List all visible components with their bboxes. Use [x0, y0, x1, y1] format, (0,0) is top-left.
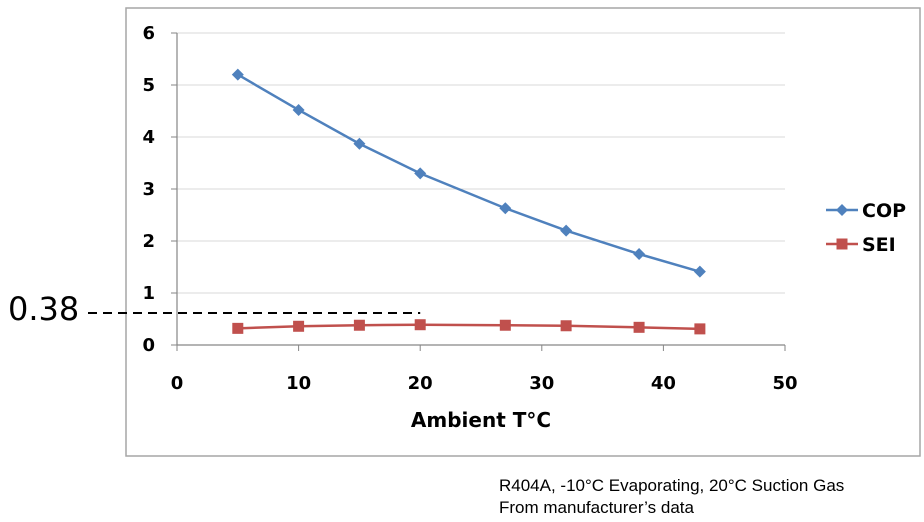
legend-label-cop: COP: [862, 200, 906, 222]
x-tick-label: 0: [171, 373, 184, 394]
x-axis-title: Ambient T°C: [411, 408, 551, 432]
series: [231, 68, 706, 335]
y-tick-label: 4: [142, 127, 155, 148]
data-point-cop: [560, 224, 573, 237]
x-tick-label: 30: [529, 373, 554, 394]
x-tick-label: 10: [286, 373, 311, 394]
series-line-cop: [237, 73, 701, 273]
data-point-cop: [499, 202, 512, 215]
data-point-cop: [292, 103, 305, 116]
caption-line-2: From manufacturer’s data: [499, 498, 694, 517]
y-tick-label: 1: [142, 283, 155, 304]
data-point-sei: [414, 319, 426, 331]
data-point-sei: [633, 321, 645, 333]
data-point-sei: [232, 322, 244, 334]
x-tick-label: 50: [772, 373, 797, 394]
legend-marker-sei: [836, 238, 848, 250]
data-point-cop: [353, 137, 366, 150]
data-point-sei: [499, 319, 511, 331]
y-tick-label: 2: [142, 231, 155, 252]
data-point-sei: [353, 319, 365, 331]
legend-label-sei: SEI: [862, 234, 896, 256]
data-point-sei: [293, 320, 305, 332]
caption-line-1: R404A, -10°C Evaporating, 20°C Suction G…: [499, 476, 845, 495]
annotation: 0.38: [8, 290, 421, 328]
series-line-sei: [237, 323, 700, 331]
y-tick-label: 0: [142, 335, 155, 356]
y-tick-label: 3: [142, 179, 155, 200]
legend-marker-cop: [836, 204, 848, 216]
gridlines: [177, 32, 785, 294]
x-tick-label: 20: [408, 373, 433, 394]
legend: COP SEI: [826, 200, 906, 256]
reference-label: 0.38: [8, 290, 79, 328]
data-point-cop: [633, 248, 646, 260]
data-point-sei: [560, 320, 572, 332]
data-point-cop: [693, 265, 706, 278]
axes: 0 1 2 3 4 5 6 0 10 20 30 40 50: [142, 23, 797, 394]
data-point-sei: [694, 323, 706, 335]
x-tick-label: 40: [651, 373, 676, 394]
data-point-cop: [231, 68, 244, 81]
y-tick-label: 6: [142, 23, 155, 44]
chart-frame: [125, 7, 921, 457]
data-point-cop: [414, 167, 427, 180]
y-tick-label: 5: [142, 75, 155, 96]
